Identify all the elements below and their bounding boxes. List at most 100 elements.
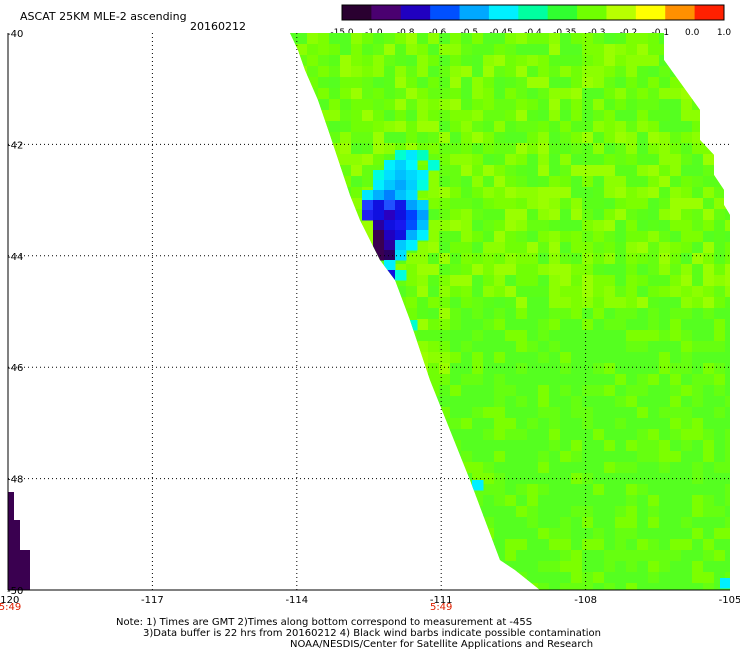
wind-cell — [538, 264, 550, 276]
wind-cell — [290, 297, 297, 309]
wind-cell — [571, 451, 583, 463]
wind-cell — [516, 297, 528, 309]
wind-cell — [714, 319, 726, 331]
wind-cell — [626, 341, 638, 353]
wind-cell — [329, 506, 341, 518]
wind-cell — [329, 99, 341, 111]
wind-swath — [290, 33, 730, 590]
wind-cell — [582, 374, 594, 386]
wind-cell — [329, 253, 341, 265]
wind-cell — [571, 176, 583, 188]
wind-cell — [692, 451, 704, 463]
wind-cell — [340, 330, 352, 342]
wind-cell — [296, 253, 308, 265]
wind-cell — [692, 374, 704, 386]
wind-cell — [329, 33, 341, 45]
wind-cell — [439, 209, 451, 221]
wind-cell — [538, 352, 550, 364]
wind-cell — [307, 341, 319, 353]
wind-cell — [384, 539, 396, 551]
wind-cell — [461, 352, 473, 364]
wind-cell — [351, 308, 363, 320]
wind-cell — [714, 506, 726, 518]
wind-cell — [670, 539, 682, 551]
wind-cell — [439, 264, 451, 276]
wind-cell — [527, 264, 539, 276]
wind-cell — [725, 132, 730, 144]
wind-cell — [290, 561, 297, 573]
wind-cell — [296, 33, 308, 45]
wind-cell — [714, 407, 726, 419]
wind-cell — [483, 264, 495, 276]
wind-cell — [318, 319, 330, 331]
wind-cell — [637, 88, 649, 100]
wind-cell — [417, 407, 429, 419]
wind-cell — [472, 187, 484, 199]
wind-cell — [384, 583, 396, 590]
wind-cell — [670, 440, 682, 452]
wind-cell — [290, 99, 297, 111]
wind-cell — [681, 209, 693, 221]
wind-cell — [395, 308, 407, 320]
wind-cell — [527, 583, 539, 590]
wind-cell — [472, 517, 484, 529]
wind-cell — [626, 374, 638, 386]
wind-cell — [472, 572, 484, 584]
wind-cell — [703, 484, 715, 496]
wind-cell — [406, 374, 418, 386]
wind-cell — [692, 187, 704, 199]
wind-cell — [373, 110, 385, 122]
wind-cell — [318, 341, 330, 353]
wind-cell — [461, 242, 473, 254]
wind-cell — [659, 176, 671, 188]
wind-cell — [615, 264, 627, 276]
wind-cell — [582, 484, 594, 496]
wind-cell — [318, 396, 330, 408]
wind-cell — [428, 187, 440, 199]
wind-cell — [593, 550, 605, 562]
wind-cell — [450, 572, 462, 584]
wind-cell — [362, 121, 374, 133]
wind-cell — [395, 55, 407, 67]
wind-cell — [692, 363, 704, 375]
wind-cell — [670, 352, 682, 364]
wind-cell — [648, 473, 660, 485]
wind-cell — [604, 275, 616, 287]
wind-cell — [494, 451, 506, 463]
wind-cell — [307, 88, 319, 100]
wind-cell — [637, 385, 649, 397]
wind-cell — [615, 187, 627, 199]
wind-cell — [428, 242, 440, 254]
wind-cell — [340, 407, 352, 419]
wind-cell — [725, 539, 730, 551]
wind-cell — [527, 231, 539, 243]
colorbar-swatch — [371, 5, 402, 20]
wind-cell — [538, 374, 550, 386]
wind-cell — [604, 407, 616, 419]
wind-cell — [340, 440, 352, 452]
wind-cell — [538, 319, 550, 331]
wind-cell — [549, 297, 561, 309]
wind-cell — [549, 572, 561, 584]
wind-cell — [681, 44, 693, 56]
wind-cell — [318, 528, 330, 540]
wind-cell — [340, 517, 352, 529]
wind-cell — [461, 220, 473, 232]
wind-cell — [582, 55, 594, 67]
wind-cell — [483, 220, 495, 232]
wind-cell — [637, 550, 649, 562]
wind-cell — [703, 220, 715, 232]
wind-cell — [340, 385, 352, 397]
wind-cell — [362, 165, 374, 177]
wind-cell — [351, 88, 363, 100]
wind-cell — [692, 473, 704, 485]
wind-cell — [384, 451, 396, 463]
wind-cell — [615, 330, 627, 342]
wind-cell — [692, 440, 704, 452]
wind-cell — [560, 198, 572, 210]
wind-cell — [483, 517, 495, 529]
wind-cell — [505, 363, 517, 375]
wind-cell — [483, 451, 495, 463]
wind-cell — [428, 561, 440, 573]
wind-cell — [659, 330, 671, 342]
